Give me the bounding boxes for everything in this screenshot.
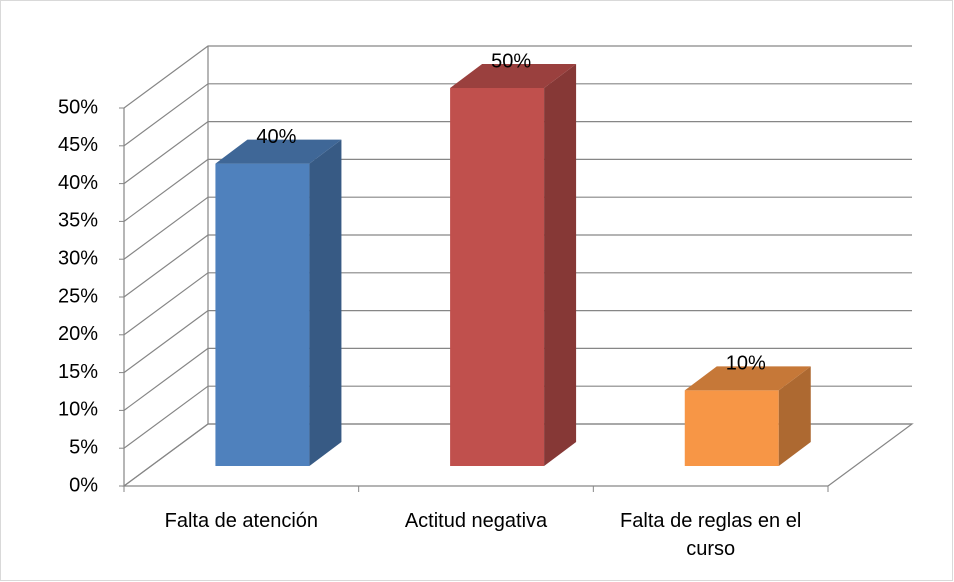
bar-side: [309, 139, 342, 466]
bar: [215, 139, 342, 466]
data-label: 50%: [491, 50, 531, 72]
y-tick-label: 20%: [58, 323, 98, 345]
x-tick-label: Actitud negativa: [405, 510, 548, 532]
y-tick-label: 50%: [58, 96, 98, 118]
y-tick-label: 5%: [69, 436, 98, 458]
y-tick-label: 30%: [58, 247, 98, 269]
bar-side: [544, 64, 577, 466]
bar: [450, 64, 577, 466]
x-tick-label: Falta de atención: [165, 510, 318, 532]
bar-front: [684, 390, 779, 466]
y-tick-label: 35%: [58, 210, 98, 232]
bar: [684, 366, 811, 466]
y-tick-label: 10%: [58, 399, 98, 421]
y-tick-label: 40%: [58, 172, 98, 194]
data-label: 10%: [726, 353, 766, 375]
bar-top: [450, 64, 577, 88]
bar-front: [215, 163, 310, 466]
bar-top: [215, 139, 342, 164]
bar-top: [684, 366, 811, 391]
bar-front: [450, 88, 545, 466]
y-tick-label: 0%: [69, 474, 98, 496]
y-tick-label: 15%: [58, 361, 98, 383]
x-tick-label: Falta de reglas en el curso: [620, 510, 801, 560]
y-tick-label: 45%: [58, 134, 98, 156]
bar-side: [778, 366, 811, 466]
y-tick-label: 25%: [58, 285, 98, 307]
data-label: 40%: [256, 126, 296, 148]
